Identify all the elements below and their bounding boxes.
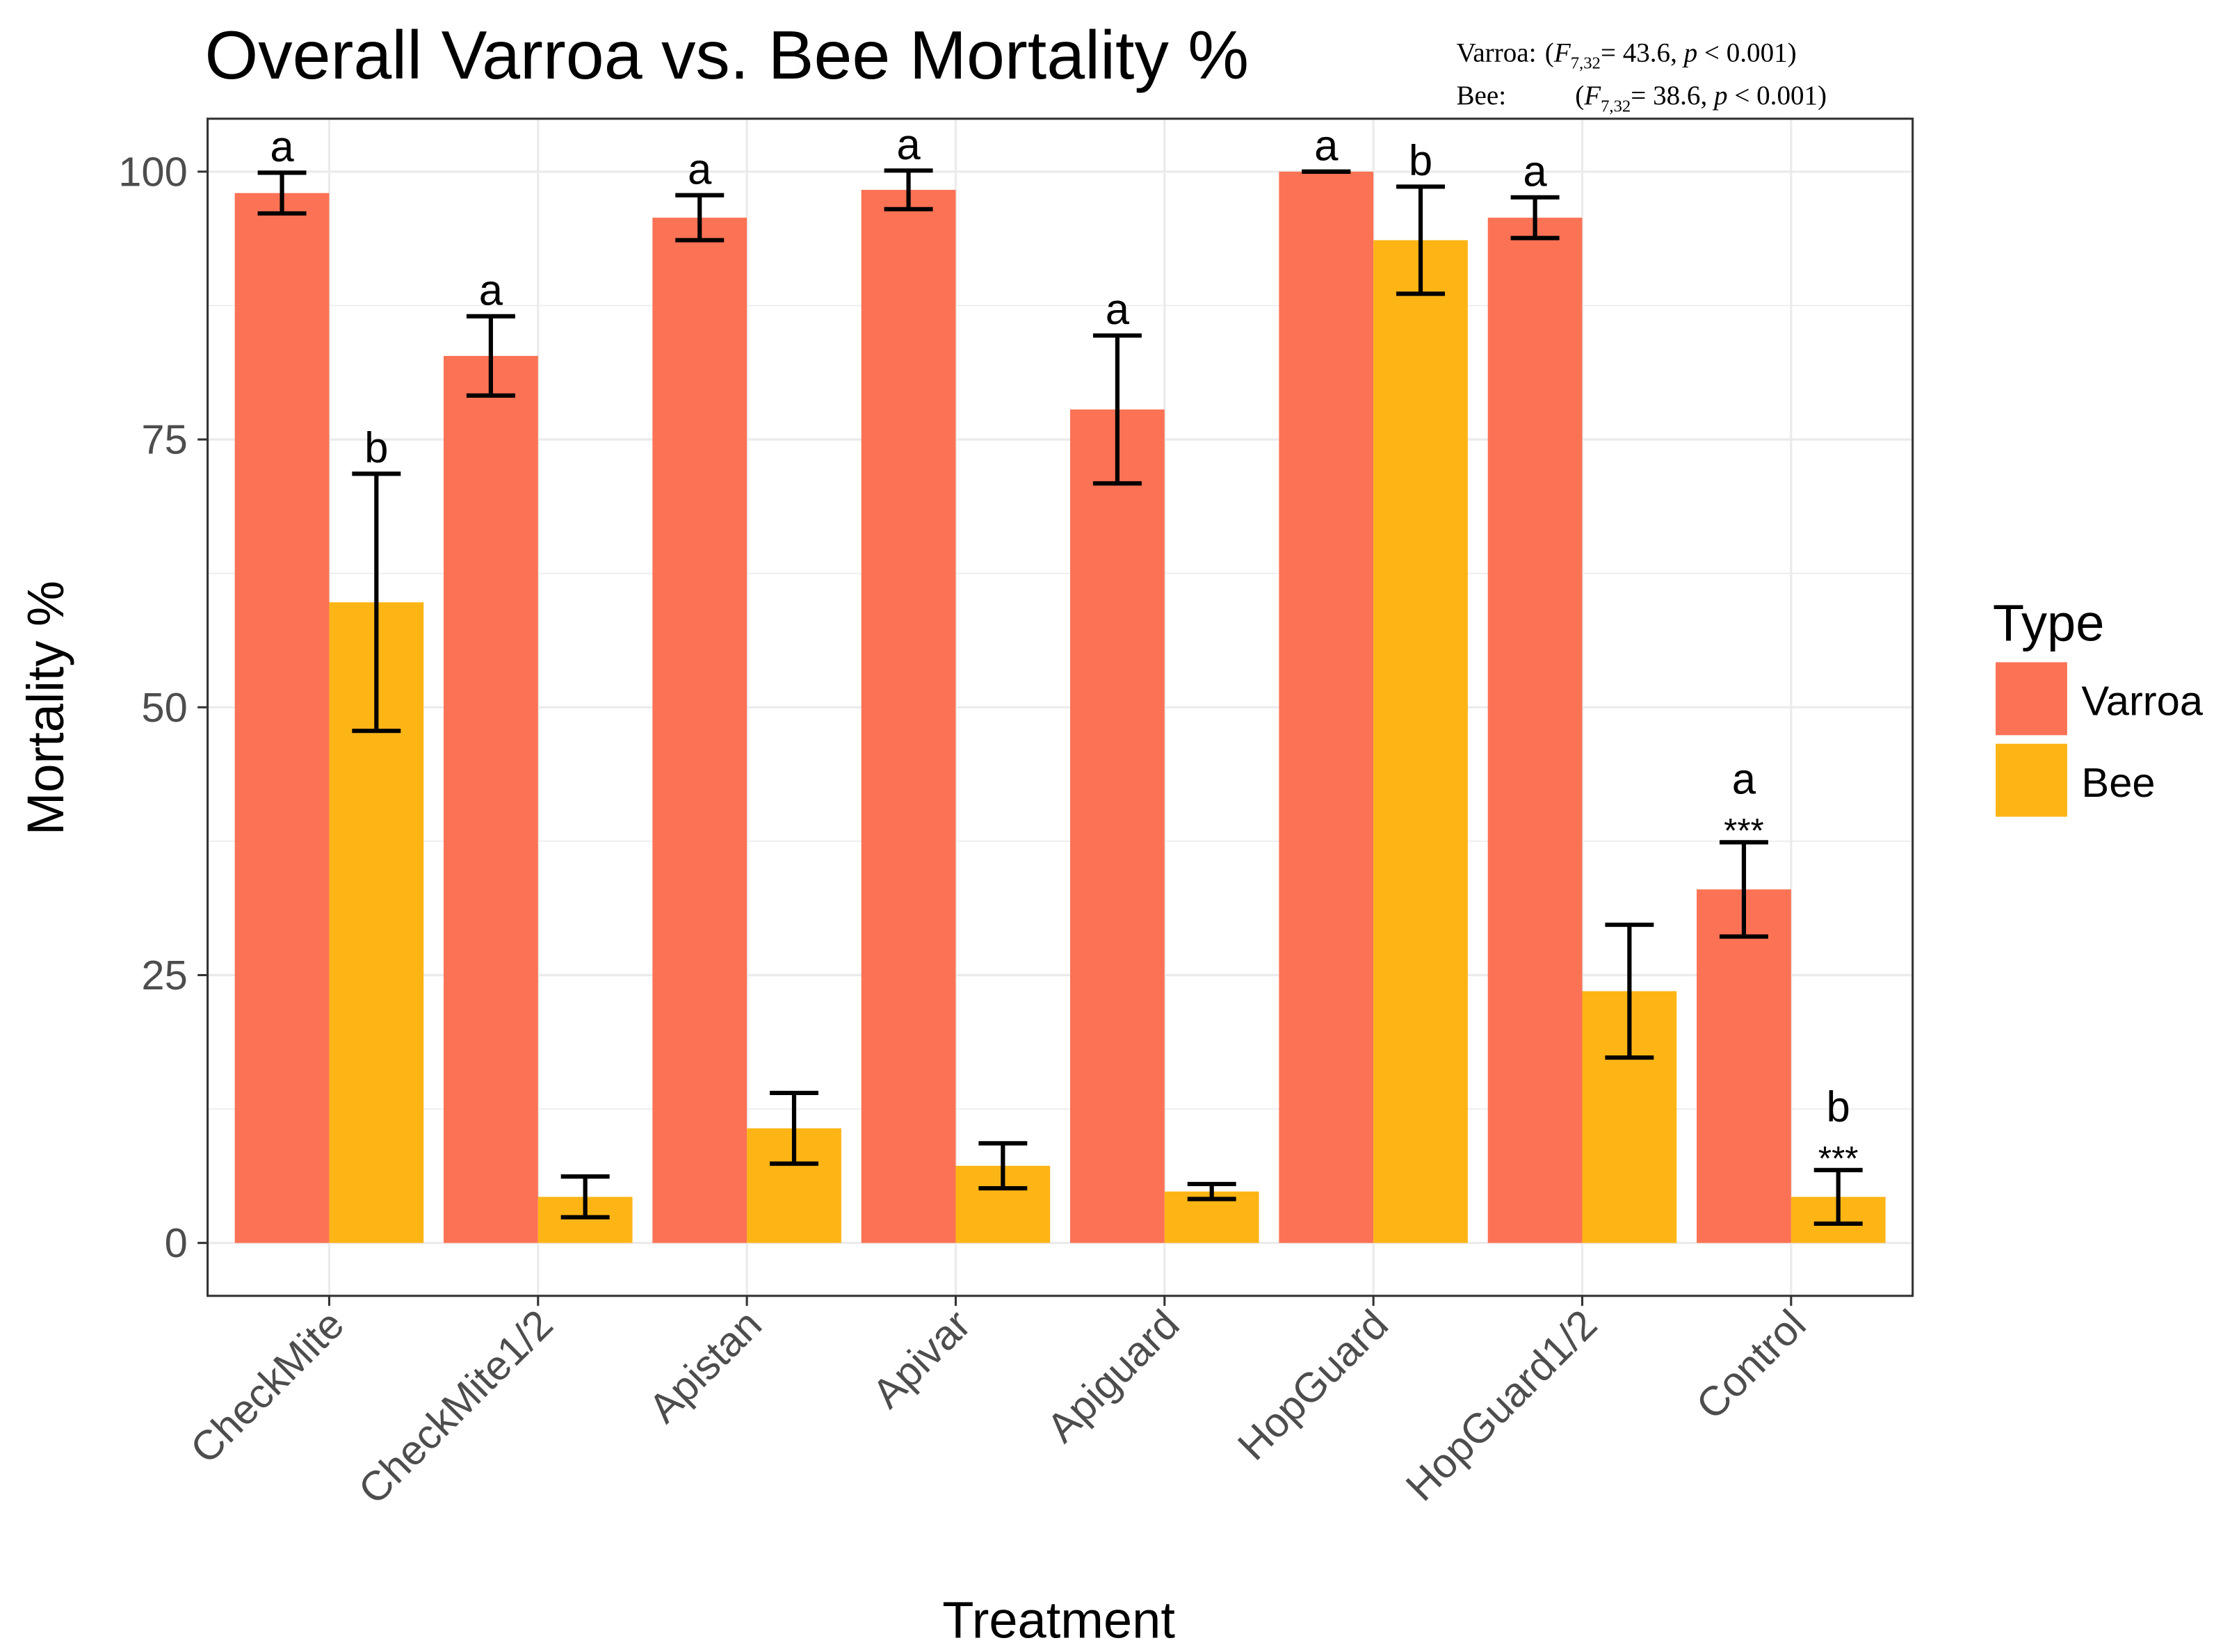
varroa-annotation-label: Varroa:	[1456, 38, 1536, 67]
x-tick-label: CheckMite1/2	[349, 1301, 561, 1513]
error-bar	[884, 168, 933, 211]
svg-text:(F7,32= 38.6, p < 0.001): (F7,32= 38.6, p < 0.001)	[1575, 81, 1827, 115]
error-bar	[1510, 195, 1560, 241]
significance-letter: b	[1409, 137, 1432, 185]
x-axis-title: Treatment	[942, 1591, 1175, 1649]
x-tick-label: CheckMite	[181, 1301, 353, 1473]
chart-title: Overall Varroa vs. Bee Mortality %	[204, 17, 1249, 93]
legend-key-varroa	[1996, 662, 2067, 736]
significance-letter: a	[1314, 122, 1339, 170]
error-bars	[257, 168, 1863, 1226]
significance-letter: a	[1106, 286, 1130, 334]
significance-letter: b	[1827, 1083, 1850, 1131]
significance-stars: ***	[1818, 1140, 1859, 1178]
bar-varroa	[652, 218, 747, 1243]
bee-annotation-label: Bee:	[1456, 81, 1506, 111]
y-tick-label: 100	[118, 148, 188, 195]
y-axis: 0 25 50 75 100	[118, 148, 208, 1266]
bar-varroa	[1487, 218, 1583, 1243]
error-bar	[1396, 184, 1445, 296]
legend-label: Varroa	[2081, 678, 2203, 724]
x-tick-label: HopGuard1/2	[1397, 1301, 1606, 1510]
significance-labels: a a a a a a a *** a b b *** b	[270, 121, 1858, 1178]
bar-varroa	[1070, 409, 1165, 1243]
bar-varroa	[1697, 889, 1791, 1243]
error-bar	[466, 314, 515, 398]
significance-letter: a	[688, 145, 712, 193]
error-bar	[257, 170, 307, 216]
significance-stars: ***	[1724, 811, 1764, 850]
x-tick-label: Apiguard	[1037, 1301, 1188, 1451]
error-bar	[352, 471, 401, 734]
legend-key-bee	[1996, 743, 2067, 817]
svg-text:Varroa:(F7,32= 43.6, p < 0.001: Varroa: (F7,32= 43.6, p < 0.001)	[1456, 38, 1796, 72]
error-bar	[978, 1141, 1028, 1191]
error-bar	[560, 1174, 610, 1220]
significance-letter: a	[1523, 147, 1547, 195]
y-axis-title: Mortality %	[17, 581, 74, 835]
y-tick-label: 25	[141, 952, 187, 998]
bar-varroa	[234, 193, 330, 1243]
y-tick-label: 50	[141, 684, 187, 731]
bars	[234, 171, 1886, 1243]
error-bar	[770, 1090, 818, 1166]
svg-text:Bee:: Bee:	[1456, 81, 1506, 111]
bar-varroa	[444, 355, 538, 1243]
error-bar	[675, 193, 725, 243]
significance-letter: a	[270, 123, 294, 171]
significance-letter: a	[896, 121, 921, 169]
significance-letter: b	[364, 424, 388, 472]
significance-letter: a	[1732, 755, 1756, 803]
legend: Type Varroa Bee	[1993, 594, 2204, 817]
bar-varroa	[1279, 171, 1374, 1243]
error-bar	[1187, 1181, 1236, 1201]
bar-varroa	[861, 190, 956, 1243]
x-tick-label: Apistan	[640, 1301, 770, 1432]
error-bar	[1719, 840, 1768, 939]
stats-annotation: Varroa: (F7,32= 43.6, p < 0.001) Bee: (F7…	[1456, 38, 1827, 115]
y-tick-label: 75	[141, 416, 187, 463]
x-tick-label: Apivar	[863, 1301, 979, 1417]
error-bar	[1605, 922, 1654, 1060]
error-bar	[1092, 333, 1142, 486]
y-tick-label: 0	[165, 1220, 188, 1266]
legend-title: Type	[1993, 594, 2105, 652]
error-bar	[1813, 1167, 1863, 1226]
significance-letter: a	[479, 266, 503, 314]
bar-bee	[1373, 240, 1468, 1243]
x-tick-label: HopGuard	[1229, 1301, 1397, 1469]
x-tick-label: Control	[1687, 1301, 1814, 1428]
legend-label: Bee	[2081, 759, 2155, 806]
